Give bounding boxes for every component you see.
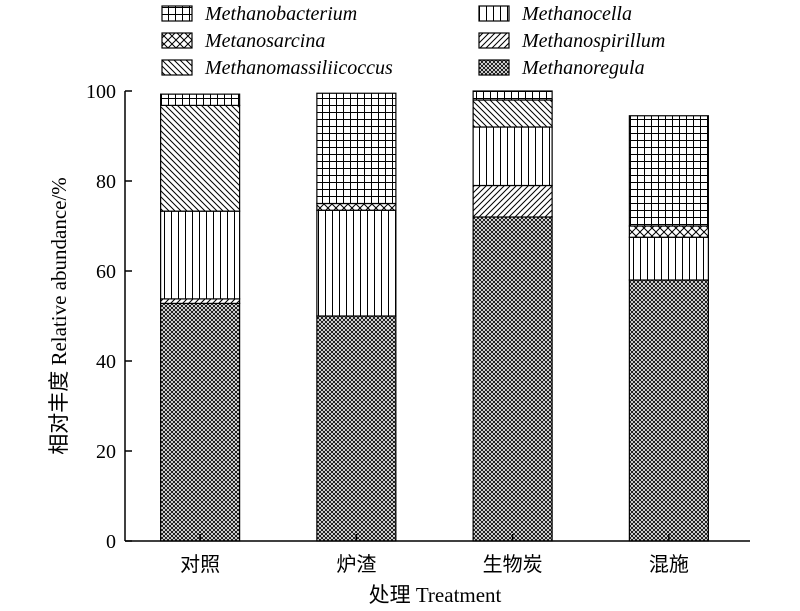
bar-segment-methanomassiliicoccus bbox=[160, 104, 241, 212]
bar-segment-methanobacterium bbox=[628, 115, 709, 227]
bar-stack-1 bbox=[160, 93, 241, 542]
bar-segment-methanoregula bbox=[160, 302, 241, 542]
legend-swatch bbox=[161, 59, 193, 76]
legend: Methanobacterium Methanocella Metanosarcin… bbox=[161, 3, 665, 79]
y-tick-label: 20 bbox=[96, 441, 116, 463]
legend-label: Methanobacterium bbox=[204, 3, 357, 25]
y-tick-label: 80 bbox=[96, 171, 116, 193]
bar-segment-methanomassiliicoccus bbox=[472, 99, 553, 128]
bar-segment-methanobacterium bbox=[160, 93, 241, 107]
bar-segment-methanocella bbox=[472, 126, 553, 187]
legend-label: Methanocella bbox=[521, 3, 632, 25]
legend-item-metanosarcina: Metanosarcina bbox=[161, 30, 325, 52]
legend-item-methanoregula: Methanoregula bbox=[478, 57, 645, 79]
y-tick-label: 0 bbox=[106, 531, 116, 553]
bar-segment-methanospirillum bbox=[472, 184, 553, 218]
x-tick-label: 炉渣 bbox=[336, 552, 376, 576]
bar-segment-methanocella bbox=[628, 236, 709, 281]
y-tick-label: 40 bbox=[96, 351, 116, 373]
bar-segment-methanocella bbox=[160, 210, 241, 300]
bar-stack-4 bbox=[628, 115, 709, 542]
legend-swatch bbox=[161, 5, 193, 22]
legend-item-methanomassiliicoccus: Methanomassiliicoccus bbox=[161, 57, 393, 79]
legend-label: Methanospirillum bbox=[521, 30, 665, 52]
legend-swatch bbox=[478, 59, 510, 76]
y-tick-label: 60 bbox=[96, 261, 116, 283]
bar-segment-methanobacterium bbox=[316, 92, 397, 205]
legend-item-methanocella: Methanocella bbox=[478, 3, 632, 25]
bar-segment-methanoregula bbox=[316, 315, 397, 542]
bar-segment-methanocella bbox=[316, 209, 397, 317]
bar-segment-methanoregula bbox=[472, 216, 553, 542]
legend-label: Metanosarcina bbox=[204, 30, 325, 52]
y-tick-label: 100 bbox=[86, 81, 116, 103]
bar-segment-methanospirillum bbox=[160, 298, 241, 304]
legend-swatch bbox=[478, 32, 510, 49]
legend-label: Methanoregula bbox=[521, 57, 645, 79]
y-axis-title: 相对丰度 Relative abundance/% bbox=[47, 177, 71, 455]
bar-segment-methanoregula bbox=[628, 279, 709, 542]
x-tick-label: 对照 bbox=[180, 552, 220, 576]
legend-item-methanospirillum: Methanospirillum bbox=[478, 30, 665, 52]
legend-label: Methanomassiliicoccus bbox=[204, 57, 393, 79]
x-tick-label: 混施 bbox=[649, 552, 689, 576]
bar-stack-3 bbox=[472, 90, 553, 542]
legend-swatch bbox=[478, 5, 510, 22]
bars bbox=[160, 90, 709, 542]
x-axis-title: 处理 Treatment bbox=[369, 583, 502, 607]
legend-swatch bbox=[161, 32, 193, 49]
legend-item-methanobacterium: Methanobacterium bbox=[161, 3, 357, 25]
bar-segment-methanobacterium bbox=[472, 90, 553, 101]
y-ticks: 0 20 40 60 80 100 bbox=[86, 81, 132, 553]
x-tick-label: 生物炭 bbox=[483, 552, 543, 576]
axes bbox=[124, 91, 750, 542]
x-ticks: 对照 炉渣 生物炭 混施 bbox=[180, 534, 689, 576]
bar-segment-metanosarcina bbox=[628, 225, 709, 238]
bar-stack-2 bbox=[316, 92, 397, 542]
bar-segment-metanosarcina bbox=[316, 202, 397, 211]
